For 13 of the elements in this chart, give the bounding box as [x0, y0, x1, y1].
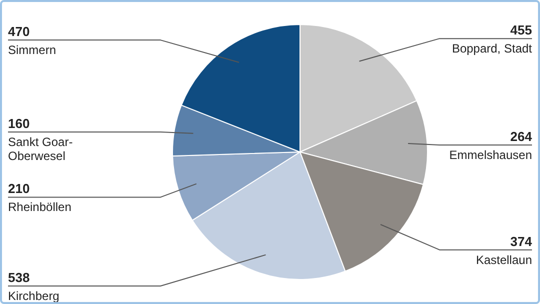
- slice-label: Rheinböllen: [8, 200, 72, 214]
- slice-label: Emmelshausen: [449, 148, 532, 162]
- data-label: 264: [510, 129, 533, 144]
- data-label: 160: [8, 116, 30, 131]
- slice-label: Kastellaun: [476, 252, 532, 267]
- data-label: 538: [8, 270, 30, 285]
- data-label: 470: [8, 24, 30, 40]
- data-label: 374: [510, 234, 533, 249]
- slice-label: Simmern: [8, 43, 56, 58]
- data-label: 455: [510, 22, 532, 38]
- slice-label: Sankt Goar-Oberwesel: [8, 134, 73, 163]
- data-label: 210: [8, 181, 30, 196]
- slice-label: Boppard, Stadt: [452, 42, 533, 56]
